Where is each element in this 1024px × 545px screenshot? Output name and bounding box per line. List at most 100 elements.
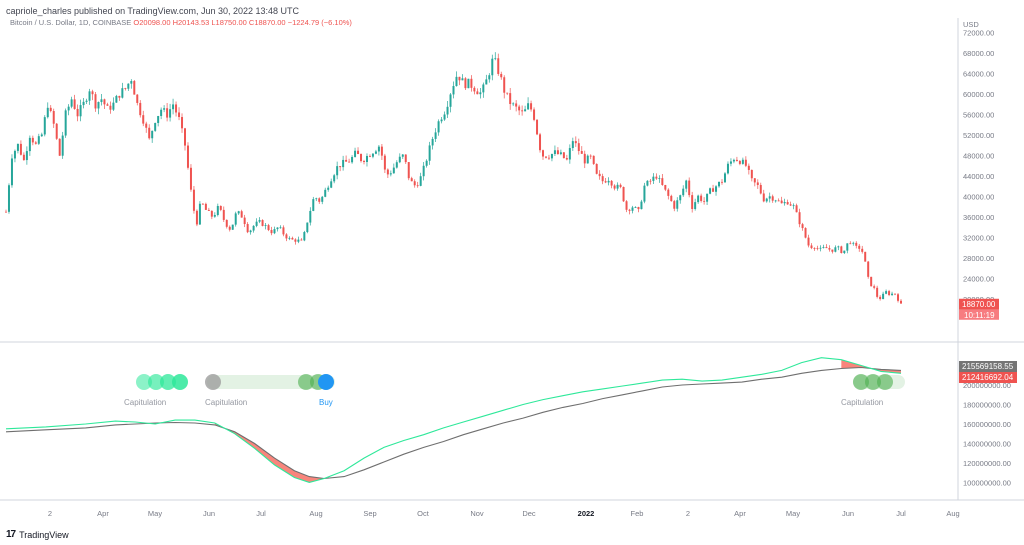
candle-body (667, 189, 670, 196)
candle-body (231, 224, 234, 230)
candle-body (858, 245, 861, 249)
candle-body (536, 119, 539, 135)
candle-body (115, 95, 118, 103)
candle-body (330, 181, 333, 188)
candle-body (401, 154, 404, 157)
candle-body (342, 159, 345, 168)
candle-body (524, 109, 527, 112)
candle-body (697, 195, 700, 203)
candle-body (810, 245, 813, 249)
price-tick-label: 52000.00 (963, 131, 994, 140)
candle-body (145, 123, 148, 128)
candle-body (360, 154, 363, 162)
candle-body (82, 101, 85, 106)
candle-body (28, 137, 31, 152)
candle-body (297, 239, 300, 242)
candle-body (530, 103, 533, 110)
candle-body (634, 207, 637, 208)
candle-body (706, 193, 709, 202)
candle-body (461, 78, 464, 81)
candle-body (861, 248, 864, 252)
countdown-value: 10:11:19 (964, 311, 995, 320)
candle-body (583, 153, 586, 164)
candle-body (348, 161, 351, 163)
price-tick-label: 56000.00 (963, 110, 994, 119)
candle-body (246, 224, 249, 233)
candle-body (673, 201, 676, 209)
candle-body (7, 185, 10, 212)
candle-body (351, 156, 354, 163)
candle-body (726, 163, 729, 174)
candle-body (485, 79, 488, 85)
candle-body (771, 196, 774, 201)
candle-body (189, 167, 192, 190)
candle-body (780, 200, 783, 204)
candle-body (252, 225, 255, 231)
candle-body (73, 99, 76, 109)
signal-dot (853, 374, 869, 390)
candle-body (16, 143, 19, 151)
candle-body (440, 119, 443, 122)
candle-body (750, 169, 753, 179)
candle-body (813, 248, 816, 249)
candle-body (610, 180, 613, 186)
candle-body (294, 239, 297, 242)
candle-body (85, 100, 88, 102)
candle-body (264, 225, 267, 226)
candle-body (885, 291, 888, 294)
x-tick-label: 2 (48, 509, 52, 518)
candle-body (43, 117, 46, 135)
candle-body (407, 162, 410, 179)
x-tick-label: Dec (522, 509, 536, 518)
candle-body (309, 210, 312, 223)
candle-body (547, 157, 550, 159)
candle-body (333, 175, 336, 182)
candle-body (172, 104, 175, 110)
candle-body (225, 219, 228, 227)
candle-body (40, 134, 43, 137)
candle-body (449, 94, 452, 107)
candle-body (192, 189, 195, 211)
candle-body (765, 198, 768, 202)
price-tick-label: 72000.00 (963, 28, 994, 37)
candle-body (783, 202, 786, 204)
candle-body (374, 151, 377, 154)
candle-body (291, 237, 294, 240)
candle-body (586, 155, 589, 164)
publish-line: capriole_charles published on TradingVie… (6, 6, 300, 16)
candle-body (437, 121, 440, 133)
candle-body (619, 184, 622, 188)
candle-body (377, 146, 380, 152)
candle-body (577, 143, 580, 152)
candle-body (413, 181, 416, 186)
candle-body (195, 210, 198, 225)
candle-body (795, 205, 798, 213)
candle-body (431, 138, 434, 146)
price-tick-label: 48000.00 (963, 151, 994, 160)
candle-body (455, 76, 458, 87)
candle-body (181, 117, 184, 129)
candle-body (741, 159, 744, 164)
candle-body (592, 155, 595, 164)
candle-body (539, 134, 542, 151)
candle-body (312, 199, 315, 211)
candle-body (718, 181, 721, 187)
candle-body (25, 151, 28, 161)
capitulation-fill (841, 359, 901, 374)
candle-body (700, 195, 703, 201)
x-tick-label: 2022 (578, 509, 595, 518)
candle-body (52, 111, 55, 124)
candle-body (100, 99, 103, 103)
candle-body (595, 163, 598, 174)
x-tick-label: Feb (631, 509, 644, 518)
currency-label: USD (963, 20, 979, 29)
candle-body (452, 86, 455, 95)
x-tick-label: Sep (363, 509, 376, 518)
candle-body (891, 293, 894, 295)
candle-body (279, 227, 282, 229)
candle-body (46, 107, 49, 118)
candle-body (151, 130, 154, 139)
candle-body (506, 92, 509, 94)
candle-body (598, 173, 601, 177)
